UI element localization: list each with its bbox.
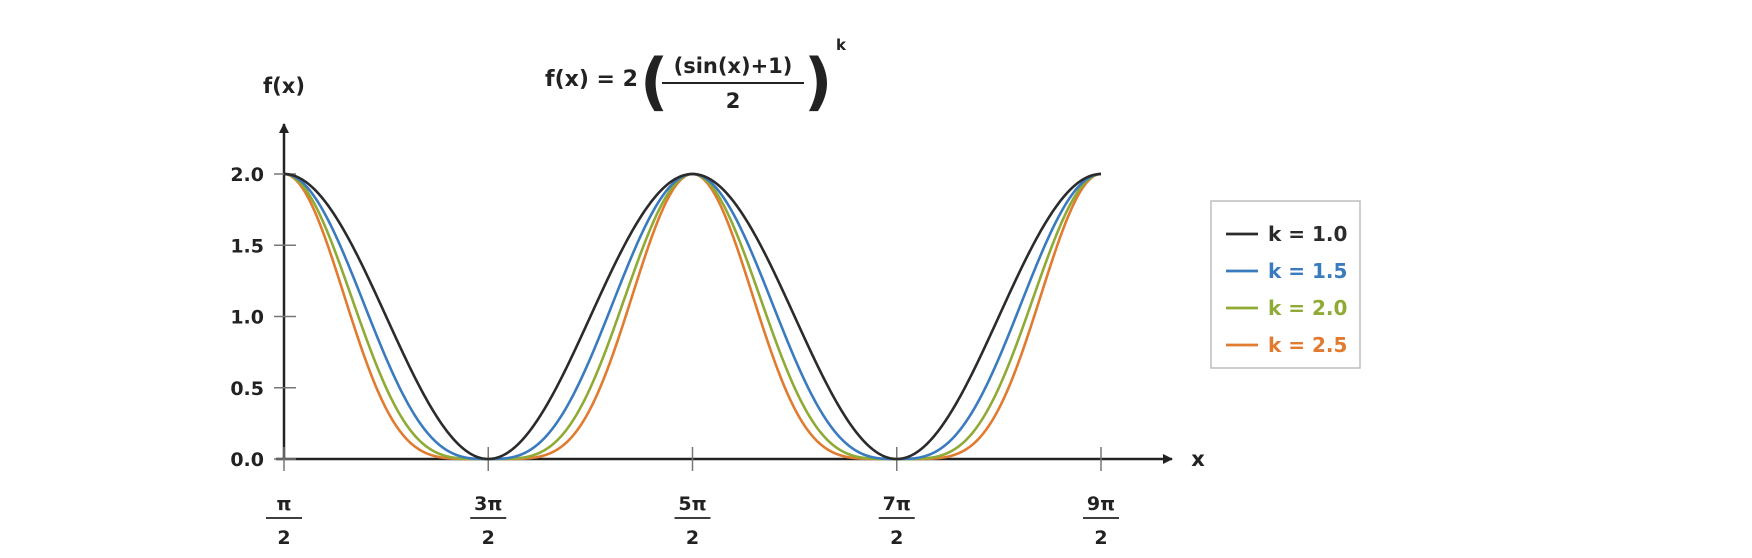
series-line-3 <box>283 172 1102 461</box>
legend: k = 1.0 k = 1.5 k = 2.0 k = 2.5 <box>1210 200 1361 369</box>
x-ticks: π 2 3π 2 5π 2 7π 2 9π 2 <box>266 447 1119 549</box>
x-tick-denominator: 2 <box>277 527 290 549</box>
y-tick-label: 1.0 <box>230 307 264 329</box>
y-tick-label: 2.0 <box>230 164 264 186</box>
y-tick-label: 1.5 <box>230 235 264 257</box>
y-ticks: 0.0 0.5 1.0 1.5 2.0 <box>230 164 296 471</box>
x-tick-denominator: 2 <box>890 527 903 549</box>
x-tick-numerator: 9π <box>1087 493 1115 515</box>
legend-label: k = 1.0 <box>1268 222 1347 246</box>
title-close-paren: ) <box>804 45 832 118</box>
x-axis-title: x <box>1191 447 1205 471</box>
title-numerator: (sin(x)+1) <box>674 54 793 78</box>
series-line-4 <box>283 172 1102 461</box>
series-line-2 <box>283 172 1102 461</box>
x-tick-numerator: 3π <box>474 493 502 515</box>
x-tick-denominator: 2 <box>482 527 495 549</box>
legend-label: k = 1.5 <box>1268 259 1347 283</box>
legend-label: k = 2.0 <box>1268 296 1347 320</box>
series-lines <box>283 172 1102 461</box>
chart-title: f(x) = 2 ( (sin(x)+1) 2 ) k <box>545 36 847 118</box>
title-denominator: 2 <box>726 89 741 113</box>
y-axis-title: f(x) <box>263 74 305 98</box>
y-tick-label: 0.0 <box>230 449 264 471</box>
x-tick-numerator: 7π <box>883 493 911 515</box>
x-tick-numerator: 5π <box>678 493 706 515</box>
legend-label: k = 2.5 <box>1268 333 1347 357</box>
x-tick-denominator: 2 <box>686 527 699 549</box>
title-open-paren: ( <box>640 45 668 118</box>
y-tick-label: 0.5 <box>230 378 264 400</box>
title-lhs: f(x) = 2 <box>545 67 638 92</box>
title-exponent: k <box>836 36 847 54</box>
x-tick-denominator: 2 <box>1094 527 1107 549</box>
series-line-1 <box>283 172 1102 461</box>
x-tick-numerator: π <box>276 493 291 515</box>
legend-box <box>1210 200 1361 369</box>
